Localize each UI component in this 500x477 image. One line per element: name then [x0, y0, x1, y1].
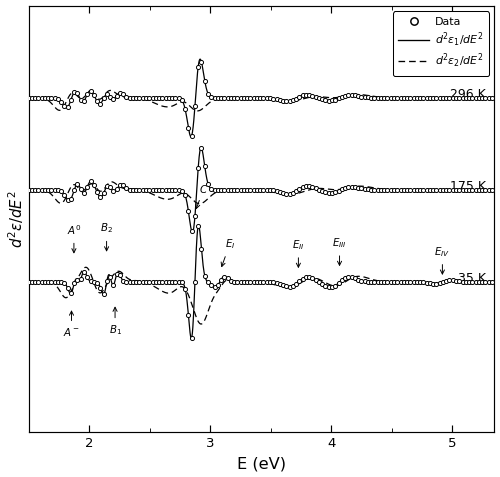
- Text: $A^0$: $A^0$: [66, 224, 81, 253]
- Legend: Data, $d^2\varepsilon_1/dE^2$, $d^2\varepsilon_2/dE^2$: Data, $d^2\varepsilon_1/dE^2$, $d^2\vare…: [392, 11, 488, 76]
- Text: $E_{IV}$: $E_{IV}$: [434, 245, 450, 274]
- Text: 296 K: 296 K: [450, 88, 486, 101]
- Text: $B_1$: $B_1$: [108, 307, 122, 337]
- Text: $A^-$: $A^-$: [63, 311, 80, 339]
- Text: 175 K: 175 K: [450, 179, 486, 193]
- Text: $E_{III}$: $E_{III}$: [332, 236, 346, 265]
- Text: $C$: $C$: [196, 183, 208, 208]
- X-axis label: E (eV): E (eV): [237, 456, 286, 471]
- Text: $B_2$: $B_2$: [100, 222, 113, 251]
- Text: 35 K: 35 K: [458, 271, 485, 285]
- Y-axis label: $d^2\varepsilon /dE^2$: $d^2\varepsilon /dE^2$: [6, 190, 25, 248]
- Text: $E_I$: $E_I$: [221, 237, 235, 267]
- Text: $E_{II}$: $E_{II}$: [292, 238, 304, 267]
